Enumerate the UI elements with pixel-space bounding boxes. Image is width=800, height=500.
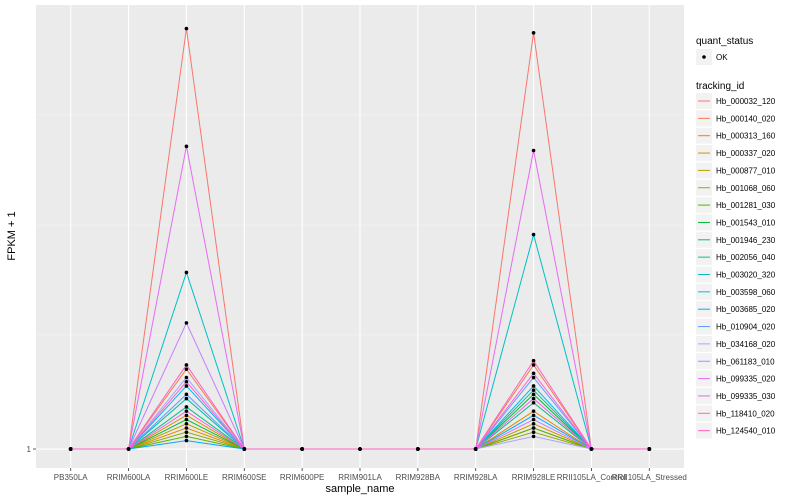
data-point-hb-000337-020: [531, 421, 536, 426]
data-point-hb-118410-020: [184, 379, 189, 384]
data-point-hb-000313-160: [184, 426, 189, 430]
legend-label-hb-099335-030: Hb_099335_030: [716, 392, 776, 401]
data-point-hb-000032-120: [531, 31, 536, 35]
legend-point-ok: [702, 55, 706, 59]
y-axis-title: FPKM + 1: [6, 211, 18, 260]
data-point-hb-003598-060: [531, 384, 536, 388]
legend-shape-entries: OK: [696, 49, 728, 65]
legend-label-hb-099335-020: Hb_099335_020: [716, 375, 776, 384]
data-point-hb-124540-010: [473, 447, 478, 451]
data-point-hb-002056-040: [531, 388, 536, 392]
data-point-hb-034168-020: [184, 375, 189, 380]
data-point-hb-001068-060: [184, 430, 189, 435]
data-point-hb-124540-010: [416, 447, 420, 451]
data-point-hb-003020-320: [531, 232, 536, 237]
legend-label-hb-000032-120: Hb_000032_120: [716, 97, 776, 106]
data-point-hb-000140-020: [531, 363, 536, 367]
data-point-hb-124540-010: [589, 447, 594, 451]
legend-label-hb-001068-060: Hb_001068_060: [716, 184, 776, 193]
x-tick-label: RRII105LA_Stressed: [612, 473, 687, 482]
data-point-hb-000877-010: [184, 421, 189, 426]
data-point-hb-001946-230: [531, 400, 536, 405]
data-point-hb-034168-020: [531, 434, 536, 439]
legend-label-hb-003598-060: Hb_003598_060: [716, 288, 776, 297]
data-point-hb-000032-120: [184, 26, 189, 31]
data-point-hb-001543-010: [184, 417, 189, 422]
x-tick-label: RRIM600LE: [165, 473, 209, 482]
data-point-hb-099335-020: [184, 144, 189, 149]
axis-ticks: [33, 448, 650, 471]
legend-label-hb-003020-320: Hb_003020_320: [716, 271, 776, 280]
data-point-hb-000337-020: [184, 413, 189, 418]
legend-color-title: tracking_id: [696, 81, 744, 92]
legend-label-hb-001281-030: Hb_001281_030: [716, 201, 776, 210]
x-tick-label: PB350LA: [54, 473, 88, 482]
legend-label-hb-000337-020: Hb_000337_020: [716, 149, 776, 158]
data-point-hb-001946-230: [184, 405, 189, 409]
x-tick-label: RRIM928LE: [512, 473, 556, 482]
legend-label-hb-000313-160: Hb_000313_160: [716, 132, 776, 141]
data-point-hb-124540-010: [184, 363, 189, 367]
legend-label-hb-001543-010: Hb_001543_010: [716, 218, 776, 227]
data-point-hb-118410-020: [531, 371, 536, 376]
x-tick-label: RRIM600LA: [107, 473, 151, 482]
legend-label-ok: OK: [716, 53, 728, 62]
x-tick-label: RRIM928LA: [454, 473, 498, 482]
data-point-hb-001281-030: [184, 434, 189, 439]
x-tick-label: RRIM928BA: [396, 473, 441, 482]
data-point-hb-061183-010: [531, 417, 536, 422]
data-point-hb-000313-160: [531, 409, 536, 413]
data-point-hb-010904-020: [184, 392, 189, 397]
legend-label-hb-124540-010: Hb_124540_010: [716, 427, 776, 436]
data-point-hb-124540-010: [300, 447, 304, 451]
data-point-hb-001543-010: [531, 392, 536, 397]
legend-label-hb-000877-010: Hb_000877_010: [716, 166, 776, 175]
legend-label-hb-000140-020: Hb_000140_020: [716, 114, 776, 123]
legend-label-hb-061183-010: Hb_061183_010: [716, 357, 775, 366]
x-tick-label: RRIM600SE: [222, 473, 266, 482]
x-axis-title: sample_name: [325, 483, 394, 495]
x-tick-labels: PB350LA RRIM600LA RRIM600LE RRIM600SE RRIM60…: [54, 473, 687, 482]
y-tick-label: 1: [27, 445, 32, 454]
legend-label-hb-118410-020: Hb_118410_020: [716, 409, 775, 418]
legend-label-hb-001946-230: Hb_001946_230: [716, 236, 776, 245]
data-point-hb-124540-010: [242, 447, 247, 451]
data-point-hb-001281-030: [531, 426, 536, 430]
data-point-hb-061183-010: [184, 321, 189, 325]
y-tick-labels: 1: [27, 445, 32, 454]
data-point-hb-124540-010: [647, 447, 652, 451]
data-point-hb-124540-010: [68, 447, 73, 451]
data-point-hb-003598-060: [184, 384, 189, 388]
data-point-hb-099335-020: [531, 148, 536, 153]
data-point-hb-099335-030: [531, 396, 536, 401]
x-tick-label: RRIM901LA: [338, 473, 382, 482]
legend-label-hb-002056-040: Hb_002056_040: [716, 253, 776, 262]
data-point-hb-000140-020: [184, 367, 189, 371]
data-point-hb-124540-010: [531, 358, 536, 363]
legend-label-hb-010904-020: Hb_010904_020: [716, 323, 776, 332]
data-points: [68, 26, 652, 451]
legend-color-entries: Hb_000032_120 Hb_000140_020 Hb_000313_160 H…: [696, 93, 776, 439]
legend: quant_status OK tracking_id Hb_000032_12…: [696, 36, 776, 439]
data-point-hb-002056-040: [184, 396, 189, 401]
x-tick-label: RRII105LA_Control: [557, 473, 627, 482]
data-point-hb-124540-010: [358, 447, 362, 451]
data-point-hb-099335-030: [184, 409, 189, 413]
data-point-hb-003685-020: [531, 413, 536, 418]
legend-label-hb-034168-020: Hb_034168_020: [716, 340, 776, 349]
data-point-hb-003020-320: [184, 270, 189, 275]
data-point-hb-124540-010: [126, 447, 131, 451]
x-tick-label: RRIM600PE: [280, 473, 324, 482]
data-point-hb-001068-060: [531, 430, 536, 435]
data-point-hb-010904-020: [531, 375, 536, 380]
data-point-hb-003685-020: [184, 438, 189, 443]
legend-shape-title: quant_status: [696, 36, 753, 47]
legend-label-hb-003685-020: Hb_003685_020: [716, 305, 776, 314]
